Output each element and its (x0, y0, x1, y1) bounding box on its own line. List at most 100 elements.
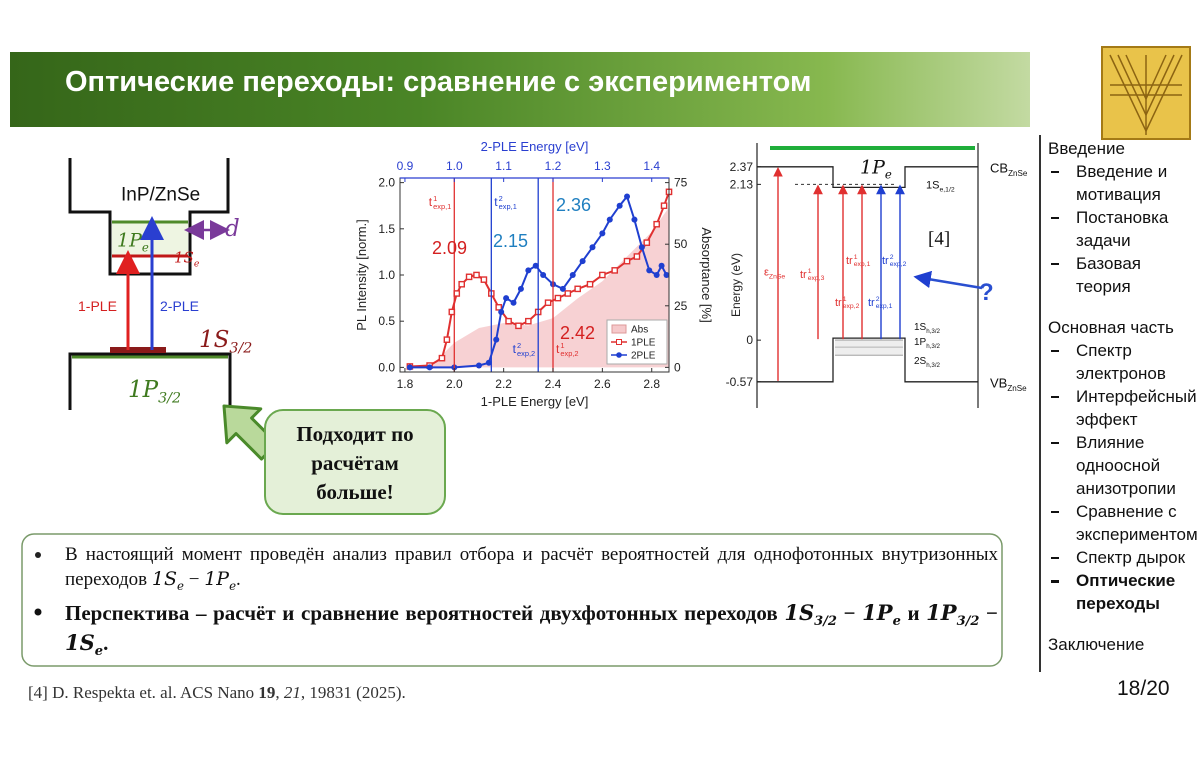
formula-main: tr (835, 296, 842, 309)
point (426, 364, 433, 371)
marker-label: t 1 exp,2 (556, 342, 579, 358)
formula-main: 1S (199, 327, 230, 353)
callout-line: Подходит по (296, 422, 414, 446)
sidebar-item-text: Постановка задачи (1076, 208, 1169, 250)
formula: CBZnSe (990, 160, 1028, 178)
index-stack: 1 exp,1 (854, 254, 871, 268)
point (638, 244, 645, 251)
legend-swatch (611, 324, 627, 334)
point (660, 202, 668, 210)
sidebar-item-text: Базовая теория (1076, 254, 1141, 296)
point (623, 257, 631, 265)
callout-box (264, 409, 446, 515)
point (599, 271, 606, 279)
point (475, 362, 482, 369)
point (611, 267, 619, 274)
sidebar-item: Постановка задачи (1048, 206, 1198, 252)
list-dash (1051, 171, 1059, 173)
summary-text: В настоящий момент проведён анализ прави… (65, 543, 998, 658)
subscript: exp,2 (889, 261, 907, 268)
text-run: − (979, 601, 999, 625)
legend-label: 2PLE (631, 351, 656, 362)
hole-label: 1Sh,3/2 (914, 323, 940, 335)
list-dash (1051, 350, 1059, 352)
superscript: 2 (517, 341, 522, 351)
formula: 1S3/2 (199, 327, 252, 356)
subscript: e (94, 644, 104, 660)
subscript: 3/2 (814, 614, 837, 630)
point (653, 272, 660, 278)
subscript: h,3/2 (926, 343, 940, 351)
marker-label: t 1 exp,1 (429, 195, 452, 211)
text-run: , 19831 (2025). (300, 683, 406, 702)
annotation: 2.09 (432, 238, 468, 258)
sidebar-item-text: Спектр электронов (1076, 341, 1166, 383)
point (505, 317, 512, 325)
subscript: e (884, 167, 892, 182)
text-run: и (900, 601, 927, 625)
subscript: exp,2 (842, 303, 860, 310)
index-stack: 1 exp,1 (433, 195, 451, 211)
question-mark: ? (979, 279, 994, 306)
x-axis-title: 1-PLE Energy [eV] (481, 394, 589, 409)
sidebar-item-text: Сравнение с экспериментом (1076, 502, 1198, 544)
formula: t 2 exp,2 (513, 341, 536, 357)
superscript: 1 (433, 194, 438, 204)
point (646, 267, 653, 274)
marker-label: t 2 exp,1 (494, 195, 517, 211)
formula: 1S3/2 (784, 600, 837, 628)
formula: 1Se (65, 630, 103, 658)
x2-tick-label: 1.3 (594, 159, 611, 173)
point (438, 354, 446, 362)
summary-box (21, 533, 1003, 667)
se-label: 1Se,1/2 (926, 179, 955, 195)
superscript: 1 (853, 253, 858, 261)
logo (1101, 46, 1191, 140)
subscript: 3/2 (956, 614, 980, 630)
formula-main: 1S (926, 179, 940, 192)
subscript: ZnSe (1008, 168, 1028, 178)
list-dash (1051, 263, 1059, 265)
formula: t 2 exp,1 (494, 194, 517, 210)
formula: 1Pe (862, 600, 901, 628)
callout-line: расчётам (311, 451, 399, 475)
subscript: exp,1 (853, 261, 871, 268)
y2-tick-label: 50 (674, 237, 688, 251)
formula: εZnSe (764, 267, 785, 281)
x2-tick-label: 1.0 (446, 159, 463, 173)
sidebar-item: Оптические переходы (1048, 569, 1198, 615)
formula-main: tr (882, 254, 889, 267)
x2-tick-label: 0.9 (397, 159, 414, 173)
transition-label: tr 2 exp,1 (868, 296, 892, 310)
formula: tr 1 exp,1 (846, 254, 871, 268)
y-axis-title: PL Intensity [norm.] (354, 219, 369, 331)
superscript: 1 (842, 295, 847, 303)
transition-label: tr 1 exp,2 (835, 296, 859, 310)
formula-main: 1S (174, 248, 194, 267)
x-tick-label: 2.0 (446, 377, 463, 391)
legend-swatch (616, 352, 622, 358)
superscript: 1 (560, 341, 565, 351)
annotation: 2.36 (556, 195, 592, 215)
point (517, 285, 524, 292)
point (493, 336, 500, 343)
hole-band (835, 340, 903, 356)
formula-main: 1P (128, 377, 159, 403)
point (606, 216, 613, 223)
point (633, 253, 641, 260)
subscript: e,1/2 (939, 187, 955, 195)
formula-main: CB (990, 160, 1009, 176)
subscript: e (229, 578, 237, 593)
point (480, 276, 488, 283)
legend-swatch (616, 339, 622, 345)
index-stack: 2 exp,1 (876, 296, 893, 310)
superscript: 2 (498, 194, 503, 204)
size-label: d (225, 217, 240, 241)
sidebar-item: Введение и мотивация (1048, 160, 1198, 206)
sidebar-section-title: Введение (1048, 139, 1125, 158)
hole-label: 1Ph,3/2 (914, 338, 940, 351)
energy-tick-label: 2.37 (730, 160, 754, 174)
point (465, 273, 473, 281)
